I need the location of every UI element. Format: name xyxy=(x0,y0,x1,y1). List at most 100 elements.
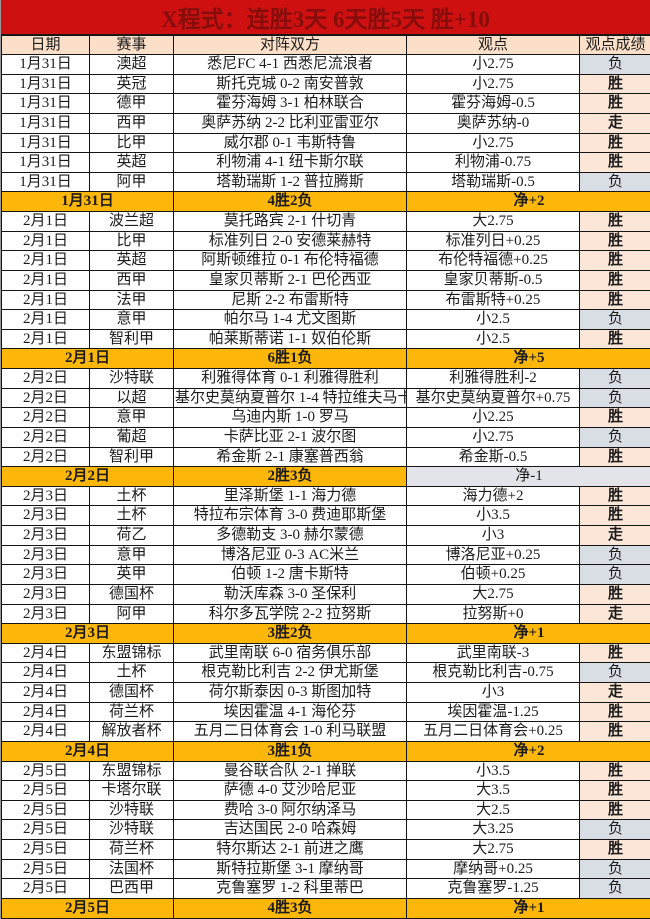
summary-record-cell: 2胜3负 xyxy=(173,466,407,487)
view-cell: 标准列日+0.25 xyxy=(406,230,580,252)
view-cell: 大2.75 xyxy=(406,839,580,860)
view-cell: 小2.75 xyxy=(406,73,580,95)
league-cell: 东盟锦标 xyxy=(89,760,174,782)
match-row: 2月3日 土杯 特拉布宗体育 3-0 费迪耶斯堡 小3.5 胜 xyxy=(1,505,650,526)
view-cell: 博洛尼亚+0.25 xyxy=(406,544,580,566)
league-cell: 法甲 xyxy=(89,289,174,311)
date-cell: 2月3日 xyxy=(1,525,90,546)
league-cell: 英冠 xyxy=(89,73,174,95)
result-cell: 胜 xyxy=(579,211,650,232)
date-cell: 2月1日 xyxy=(1,309,90,330)
summary-row: 2月1日 6胜1负 净+5 xyxy=(1,348,650,369)
match-row: 2月3日 英甲 伯顿 1-2 唐卡斯特 伯顿+0.25 负 xyxy=(1,564,650,585)
match-row: 1月31日 阿甲 塔勒瑞斯 1-2 普拉腾斯 塔勒瑞斯-0.5 负 xyxy=(1,171,650,193)
result-cell: 走 xyxy=(579,112,650,134)
summary-record-cell: 3胜2负 xyxy=(173,623,407,644)
summary-date-cell: 2月4日 xyxy=(1,740,174,762)
match-row: 1月31日 比甲 威尔郡 0-1 韦斯特鲁 小2.75 胜 xyxy=(1,132,650,154)
view-cell: 大3.5 xyxy=(406,780,580,801)
summary-date-cell: 2月5日 xyxy=(1,897,174,919)
summary-record-cell: 4胜2负 xyxy=(173,191,407,212)
result-cell: 负 xyxy=(579,368,650,389)
league-cell: 巴西甲 xyxy=(89,878,174,899)
summary-row: 2月5日 4胜3负 净+1 xyxy=(1,897,650,919)
summary-row: 2月3日 3胜2负 净+1 xyxy=(1,623,650,644)
date-cell: 2月2日 xyxy=(1,446,90,468)
date-cell: 2月1日 xyxy=(1,289,90,311)
summary-record-cell: 3胜1负 xyxy=(173,740,407,762)
date-cell: 2月2日 xyxy=(1,368,90,389)
summary-record-cell: 4胜3负 xyxy=(173,897,407,919)
match-row: 2月5日 沙特联 吉达国民 2-0 哈森姆 大3.25 负 xyxy=(1,819,650,840)
date-cell: 2月2日 xyxy=(1,387,90,409)
result-cell: 走 xyxy=(579,525,650,546)
match-row: 2月1日 智利甲 帕莱斯蒂诺 1-1 奴伯伦斯 小2.5 胜 xyxy=(1,328,650,350)
result-cell: 负 xyxy=(579,662,650,683)
date-cell: 2月3日 xyxy=(1,603,90,625)
result-cell: 胜 xyxy=(579,839,650,860)
result-cell: 负 xyxy=(579,878,650,899)
league-cell: 意甲 xyxy=(89,407,174,428)
match-cell: 悉尼FC 4-1 西悉尼流浪者 xyxy=(173,54,407,75)
view-cell: 皇家贝蒂斯-0.5 xyxy=(406,269,580,291)
summary-net-cell: 净+2 xyxy=(406,740,650,762)
match-cell: 霍芬海姆 3-1 柏林联合 xyxy=(173,93,407,114)
view-cell: 小3 xyxy=(406,525,580,546)
match-row: 2月4日 德国杯 荷尔斯泰因 0-3 斯图加特 小3 走 xyxy=(1,682,650,703)
result-cell: 负 xyxy=(579,544,650,566)
result-cell: 胜 xyxy=(579,505,650,526)
result-cell: 胜 xyxy=(579,93,650,114)
match-cell: 博洛尼亚 0-3 AC米兰 xyxy=(173,544,407,566)
summary-record-cell: 6胜1负 xyxy=(173,348,407,369)
match-cell: 皇家贝蒂斯 2-1 巴伦西亚 xyxy=(173,269,407,291)
result-cell: 胜 xyxy=(579,583,650,605)
match-cell: 乌迪内斯 1-0 罗马 xyxy=(173,407,407,428)
result-cell: 负 xyxy=(579,564,650,585)
match-cell: 希金斯 2-1 康塞普西翁 xyxy=(173,446,407,468)
result-cell: 胜 xyxy=(579,250,650,271)
league-cell: 土杯 xyxy=(89,662,174,683)
col-header-view: 观点 xyxy=(406,35,580,55)
match-cell: 尼斯 2-2 布雷斯特 xyxy=(173,289,407,311)
result-cell: 负 xyxy=(579,309,650,330)
view-cell: 埃因霍温-1.25 xyxy=(406,701,580,723)
match-cell: 利物浦 4-1 纽卡斯尔联 xyxy=(173,152,407,173)
view-cell: 小2.75 xyxy=(406,54,580,75)
match-row: 2月1日 比甲 标准列日 2-0 安德莱赫特 标准列日+0.25 胜 xyxy=(1,230,650,252)
match-row: 2月2日 以超 基尔史莫纳夏普尔 1-4 特拉维夫马卡比 基尔史莫纳夏普尔+0.75 负 xyxy=(1,387,650,409)
match-cell: 基尔史莫纳夏普尔 1-4 特拉维夫马卡比 xyxy=(173,387,407,409)
col-header-result: 观点成绩 xyxy=(579,35,650,55)
league-cell: 沙特联 xyxy=(89,799,174,821)
date-cell: 2月5日 xyxy=(1,878,90,899)
match-row: 2月1日 波兰超 莫托路宾 2-1 什切青 大2.75 胜 xyxy=(1,211,650,232)
match-cell: 曼谷联合队 2-1 掸联 xyxy=(173,760,407,782)
match-row: 2月1日 法甲 尼斯 2-2 布雷斯特 布雷斯特+0.25 胜 xyxy=(1,289,650,311)
match-cell: 勒沃库森 3-0 圣保利 xyxy=(173,583,407,605)
match-row: 2月5日 东盟锦标 曼谷联合队 2-1 掸联 小3.5 胜 xyxy=(1,760,650,782)
match-row: 1月31日 西甲 奥萨苏纳 2-2 比利亚雷亚尔 奥萨苏纳-0 走 xyxy=(1,112,650,134)
league-cell: 法国杯 xyxy=(89,858,174,880)
result-cell: 负 xyxy=(579,858,650,880)
match-cell: 萨德 4-0 艾沙哈尼亚 xyxy=(173,780,407,801)
date-cell: 2月4日 xyxy=(1,682,90,703)
match-row: 2月4日 解放者杯 五月二日体育会 1-0 利马联盟 五月二日体育会+0.25 胜 xyxy=(1,721,650,742)
date-cell: 2月4日 xyxy=(1,662,90,683)
match-row: 2月5日 沙特联 费哈 3-0 阿尔纳泽马 大2.5 胜 xyxy=(1,799,650,821)
result-cell: 负 xyxy=(579,171,650,193)
match-row: 2月1日 意甲 帕尔马 1-4 尤文图斯 小2.5 负 xyxy=(1,309,650,330)
match-row: 2月5日 法国杯 斯特拉斯堡 3-1 摩纳哥 摩纳哥+0.25 负 xyxy=(1,858,650,880)
league-cell: 土杯 xyxy=(89,505,174,526)
match-cell: 特拉布宗体育 3-0 费迪耶斯堡 xyxy=(173,505,407,526)
view-cell: 利雅得胜利-2 xyxy=(406,368,580,389)
col-header-league: 赛事 xyxy=(89,35,174,55)
date-cell: 2月1日 xyxy=(1,230,90,252)
league-cell: 东盟锦标 xyxy=(89,642,174,664)
league-cell: 阿甲 xyxy=(89,171,174,193)
view-cell: 五月二日体育会+0.25 xyxy=(406,721,580,742)
match-cell: 荷尔斯泰因 0-3 斯图加特 xyxy=(173,682,407,703)
match-cell: 科尔多瓦学院 2-2 拉努斯 xyxy=(173,603,407,625)
summary-row: 2月4日 3胜1负 净+2 xyxy=(1,740,650,762)
view-cell: 伯顿+0.25 xyxy=(406,564,580,585)
view-cell: 小2.25 xyxy=(406,407,580,428)
